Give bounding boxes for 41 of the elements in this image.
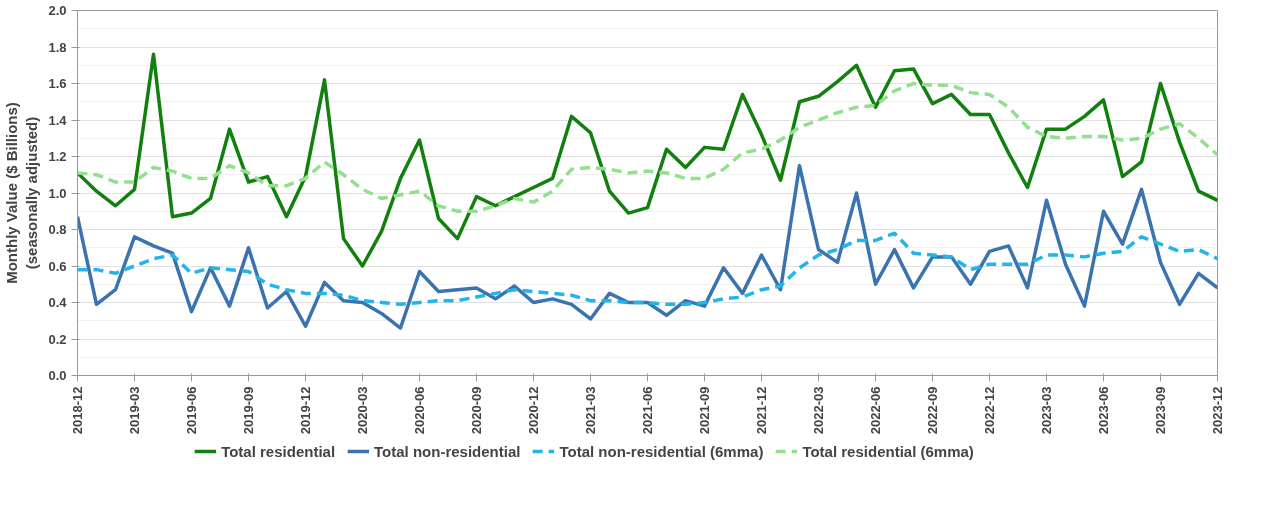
x-tick-label: 2020-09 [469,386,484,435]
y-tick-label: 1.0 [48,185,67,201]
line-series [77,163,1218,330]
line-series [77,52,1218,268]
y-tick-label: 0.6 [48,258,67,274]
x-tick-label: 2020-12 [526,386,541,435]
x-tick-label: 2019-03 [127,386,142,435]
x-tick-label: 2021-09 [697,386,712,435]
y-tick-label: 1.2 [48,149,67,164]
x-tick-label: 2021-03 [583,386,598,435]
line-series [77,81,1218,213]
y-tick-label: 1.6 [48,76,67,91]
x-tick-label: 2020-06 [412,386,427,435]
y-tick-label: 0.0 [48,368,67,383]
x-tick-label: 2022-03 [811,386,826,435]
y-tick-label: 1.4 [48,112,68,128]
x-tick-label: 2022-06 [868,386,883,435]
y-axis-title: Monthly Value ($ Billions) (seasonally adjusted) [3,102,41,284]
x-tick-label: 2023-12 [1210,386,1225,435]
x-tick-label: 2021-12 [754,386,769,435]
line-series [77,231,1218,307]
y-tick-label: 0.8 [48,222,67,237]
x-tick-label: 2021-06 [640,386,655,435]
legend-label: Total non-residential (6mma) [559,442,764,460]
x-tick-label: 2023-09 [1153,386,1168,435]
legend-label: Total residential [221,442,336,460]
x-tick-label: 2023-06 [1096,386,1111,435]
x-tick-label: 2018-12 [70,386,85,435]
y-tick-label: 0.4 [48,295,68,310]
y-tick-label: 1.8 [48,39,67,55]
y-tick-label: 2.0 [48,3,67,18]
y-tick-label: 0.2 [48,331,67,347]
x-tick-label: 2019-09 [241,386,256,435]
x-tick-label: 2019-06 [184,386,199,435]
x-tick-label: 2022-09 [925,386,940,435]
legend-label: Total non-residential [374,442,521,460]
x-tick-label: 2022-12 [982,386,997,435]
x-tick-label: 2023-03 [1039,386,1054,435]
x-tick-label: 2019-12 [298,386,313,435]
x-tick-label: 2020-03 [355,386,370,435]
legend-label: Total residential (6mma) [802,442,974,460]
